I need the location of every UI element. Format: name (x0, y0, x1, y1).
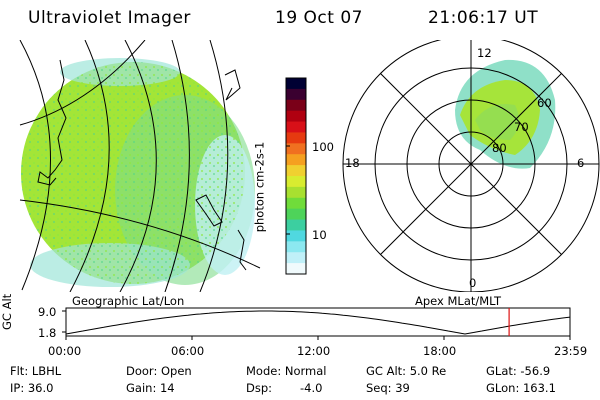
info-seq: Seq: 39 (366, 381, 410, 395)
colorbar-cell (286, 186, 306, 199)
info-gc-alt: GC Alt: 5.0 Re (366, 364, 447, 378)
polar-label-6: 6 (577, 156, 585, 170)
colorbar-tick-100: 100 (312, 140, 334, 154)
colorbar-cell (286, 176, 306, 188)
altitude-ylabel: GC Alt (0, 293, 14, 330)
colorbar-unit-label: photon cm-2s-1 (252, 141, 267, 233)
colorbar-cell (286, 241, 306, 253)
colorbar-tick-10: 10 (312, 228, 327, 242)
polar-plot (342, 40, 600, 292)
polar-label-0: 0 (469, 276, 477, 290)
info-door: Door: Open (126, 364, 192, 378)
colorbar-cell (286, 197, 306, 210)
time-tick-2359: 23:59 (554, 344, 588, 358)
info-flt: Flt: LBHL (10, 364, 62, 378)
colorbar-cell (286, 165, 306, 177)
colorbar-cell (286, 110, 306, 123)
colorbar-cell (286, 143, 306, 155)
instrument-title: Ultraviolet Imager (28, 8, 191, 28)
altitude-curve (65, 310, 571, 335)
info-dsp: Dsp: (246, 381, 273, 395)
date-label: 19 Oct 07 (275, 8, 363, 28)
info-gain: Gain: 14 (126, 381, 175, 395)
geographic-caption: Geographic Lat/Lon (72, 294, 185, 308)
colorbar-cell (286, 132, 306, 144)
time-tick-1200: 12:00 (297, 344, 331, 358)
time-tick-1800: 18:00 (423, 344, 457, 358)
altitude-ytick-high: 9.0 (38, 305, 57, 319)
colorbar-cells (286, 78, 306, 275)
colorbar-cell (286, 208, 306, 221)
time-label: 21:06:17 UT (428, 8, 539, 28)
time-tick-0600: 06:00 (171, 344, 205, 358)
colorbar-cell (286, 263, 306, 275)
polar-label-60: 60 (537, 96, 552, 110)
info-mode: Mode: Normal (246, 364, 327, 378)
colorbar-cell (286, 78, 306, 90)
colorbar-cell (286, 88, 306, 101)
info-dsp-value: -4.0 (300, 381, 323, 395)
polar-label-12: 12 (477, 46, 492, 60)
polar-label-18: 18 (345, 156, 360, 170)
colorbar-cell (286, 121, 306, 133)
polar-label-70: 70 (514, 120, 529, 134)
colorbar-cell (286, 154, 306, 166)
colorbar-cell (286, 99, 306, 112)
altitude-timeline (62, 307, 571, 340)
time-tick-0000: 00:00 (48, 344, 82, 358)
info-glon: GLon: 163.1 (486, 381, 556, 395)
geographic-map (19, 40, 261, 292)
colorbar-cell (286, 252, 306, 264)
colorbar-cell (286, 219, 306, 231)
colorbar (285, 77, 307, 275)
polar-label-80: 80 (492, 141, 507, 155)
altitude-ytick-low: 1.8 (38, 326, 57, 340)
info-glat: GLat: -56.9 (486, 364, 551, 378)
info-ip: IP: 36.0 (10, 381, 54, 395)
colorbar-cell (286, 230, 306, 242)
apex-caption: Apex MLat/MLT (415, 294, 502, 308)
